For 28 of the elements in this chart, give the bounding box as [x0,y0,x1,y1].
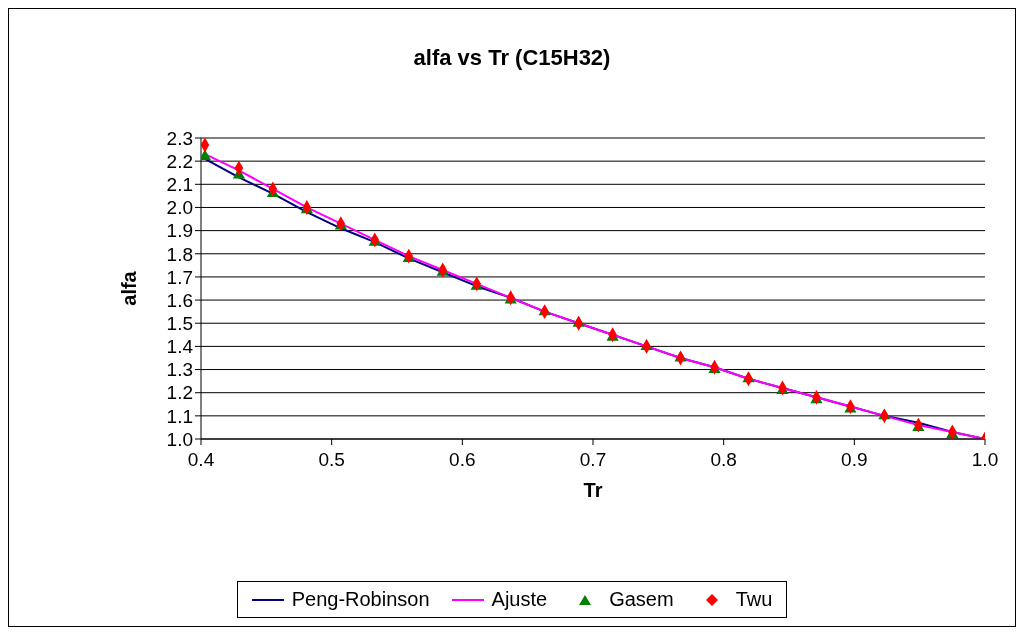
y-tick-label: 2.2 [166,150,193,172]
x-tick-label: 0.9 [841,449,868,471]
y-axis-title: alfa [118,270,141,306]
x-tick-label: 0.4 [187,449,215,471]
x-tick-label: 1.0 [971,449,999,471]
y-tick-label: 1.5 [166,312,193,334]
legend-label: Ajuste [490,588,548,611]
chart-title: alfa vs Tr (C15H32) [412,45,612,71]
y-tick-label: 1.8 [166,243,193,265]
y-tick-label: 1.0 [166,428,193,450]
y-tick-label: 1.4 [166,336,194,358]
legend-label: Gasem [608,588,674,611]
y-tick-label: 1.1 [166,405,193,427]
x-tick-label: 0.8 [710,449,737,471]
legend-label: Peng-Robinson [290,588,430,611]
legend-label: Twu [734,588,773,611]
y-tick-label: 1.7 [166,266,193,288]
x-tick-label: 0.5 [318,449,345,471]
y-tick-label: 2.1 [166,174,193,196]
y-tick-label: 1.9 [166,220,193,242]
x-tick-label: 0.6 [449,449,476,471]
y-tick-label: 2.0 [166,197,193,219]
x-axis-title: Tr [583,479,603,501]
y-tick-label: 1.6 [166,289,193,311]
y-tick-label: 2.3 [166,127,193,149]
y-tick-label: 1.3 [166,359,193,381]
x-tick-label: 0.7 [579,449,607,471]
y-tick-label: 1.2 [166,382,193,404]
